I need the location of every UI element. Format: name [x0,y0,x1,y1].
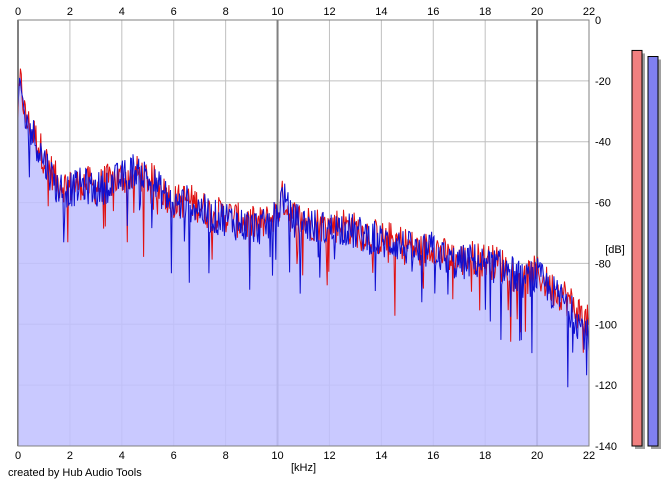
y-tick-2: -40 [595,137,611,149]
x-tick-bottom-1: 2 [67,450,73,462]
plot-frame [17,19,590,447]
x-tick-top-8: 16 [427,6,439,18]
plot-border [17,19,590,447]
y-tick-5: -100 [595,319,617,331]
x-tick-top-2: 4 [119,6,125,18]
y-tick-3: -60 [595,198,611,210]
y-tick-0: 0 [595,15,601,27]
x-tick-top-6: 12 [323,6,335,18]
y-tick-6: -120 [595,380,617,392]
x-tick-top-7: 14 [375,6,387,18]
tick-labels: 002244668810101212141416161818202022220-… [15,6,617,462]
x-tick-bottom-6: 12 [323,450,335,462]
x-tick-bottom-4: 8 [223,450,229,462]
y-tick-7: -140 [595,441,617,453]
y-tick-1: -20 [595,76,611,88]
x-tick-top-10: 20 [531,6,543,18]
x-tick-bottom-8: 16 [427,450,439,462]
footer-credit: created by Hub Audio Tools [8,467,142,479]
x-tick-bottom-3: 6 [171,450,177,462]
x-tick-bottom-7: 14 [375,450,387,462]
x-axis-label: [kHz] [291,462,316,474]
level-meter-1 [647,56,659,447]
y-tick-4: -80 [595,258,611,270]
level-meters [631,49,661,450]
spectrum-fill [18,68,589,446]
x-tick-top-0: 0 [15,6,21,18]
x-tick-bottom-5: 10 [271,450,283,462]
x-tick-top-11: 22 [583,6,595,18]
x-tick-top-3: 6 [171,6,177,18]
level-meter-0 [631,49,643,447]
spectrum-area-fill [18,68,589,446]
spectrum-series [17,68,590,388]
x-tick-bottom-10: 20 [531,450,543,462]
x-tick-top-4: 8 [223,6,229,18]
x-tick-top-1: 2 [67,6,73,18]
x-tick-bottom-11: 22 [583,450,595,462]
y-axis-label: [dB] [605,244,625,256]
x-tick-bottom-9: 18 [479,450,491,462]
x-tick-top-9: 18 [479,6,491,18]
x-tick-bottom-2: 4 [119,450,125,462]
x-tick-top-5: 10 [271,6,283,18]
series-line-1 [17,77,590,388]
x-tick-bottom-0: 0 [15,450,21,462]
